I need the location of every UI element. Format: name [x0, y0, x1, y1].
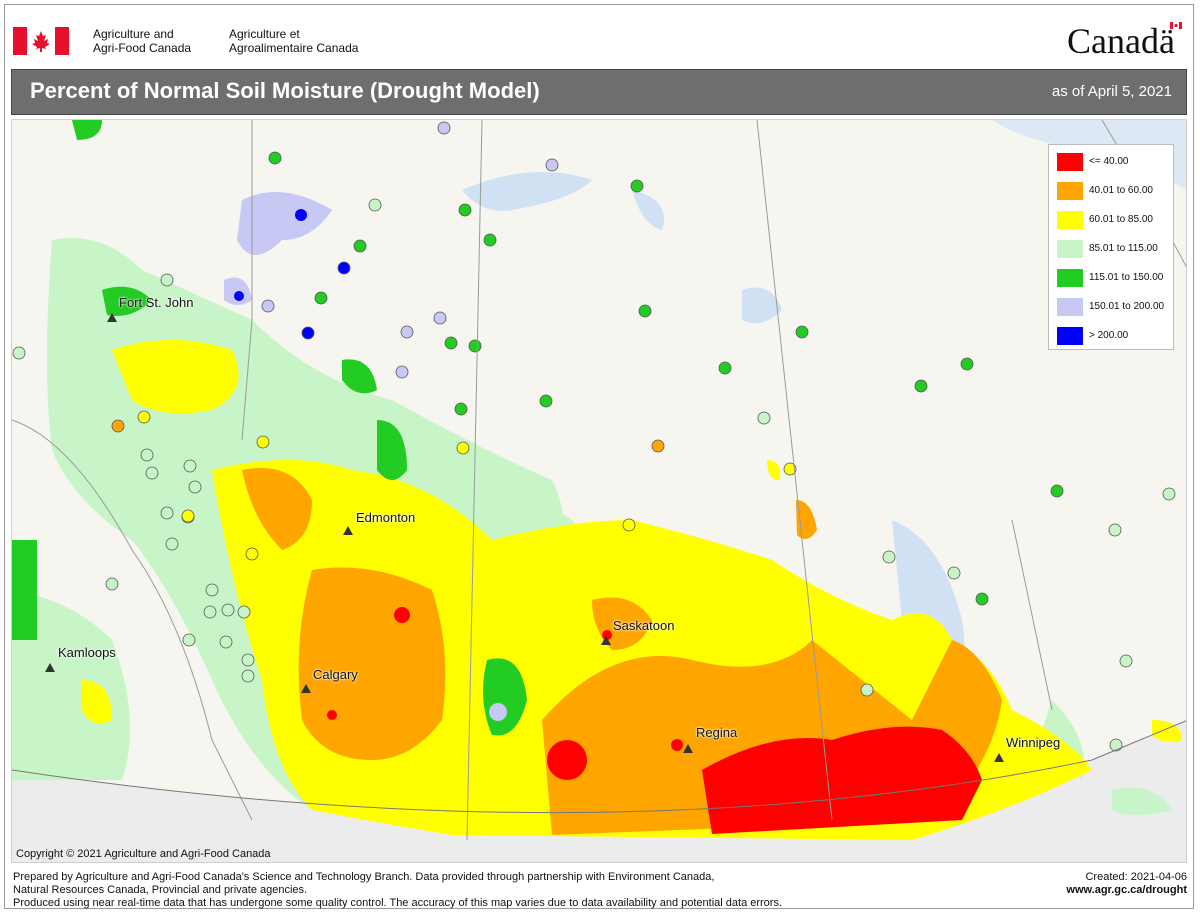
city-marker-icon: [683, 744, 693, 753]
legend-swatch: [1057, 240, 1083, 258]
drought-url-link[interactable]: www.agr.gc.ca/drought: [1066, 884, 1187, 897]
legend-label: 85.01 to 115.00: [1089, 243, 1158, 254]
city-marker-icon: [343, 526, 353, 535]
legend-item-7: > 200.00: [1057, 327, 1173, 345]
drought-url-text[interactable]: www.agr.gc.ca/drought: [1066, 884, 1187, 896]
footer-line-3: Produced using near real-time data that …: [13, 897, 783, 909]
city-marker-icon: [301, 684, 311, 693]
dept-en-line1: Agriculture and: [93, 27, 174, 41]
legend-item-5: 115.01 to 150.00: [1057, 269, 1173, 287]
legend-swatch: [1057, 269, 1083, 287]
city-label-winnipeg: Winnipeg: [1006, 735, 1061, 750]
city-label-kamloops: Kamloops: [58, 645, 116, 660]
header: Agriculture and Agri-Food Canada Agricul…: [5, 5, 1195, 65]
city-label-fort-st-john: Fort St. John: [119, 295, 194, 310]
city-label-edmonton: Edmonton: [356, 510, 416, 525]
soil-moisture-map: <= 40.00 40.01 to 60.00 60.01 to 85.00 8…: [11, 119, 1187, 863]
footer-line-1: Prepared by Agriculture and Agri-Food Ca…: [13, 871, 715, 883]
as-of-date: as of April 5, 2021: [1051, 83, 1172, 100]
map-canvas: [12, 120, 1186, 862]
legend-swatch: [1057, 153, 1083, 171]
legend-item-6: 150.01 to 200.00: [1057, 298, 1173, 316]
legend-item-4: 85.01 to 115.00: [1057, 240, 1173, 258]
legend-label: 150.01 to 200.00: [1089, 301, 1165, 312]
city-label-regina: Regina: [696, 725, 738, 740]
wordmark-text: Canadä: [1067, 21, 1175, 59]
city-label-calgary: Calgary: [313, 667, 358, 682]
legend-label: 60.01 to 85.00: [1089, 214, 1153, 225]
legend-item-2: 40.01 to 60.00: [1057, 182, 1173, 200]
canada-flag-icon: [13, 27, 69, 55]
dept-fr-line1: Agriculture et: [229, 27, 300, 41]
city-label-saskatoon: Saskatoon: [613, 618, 675, 633]
legend-label: > 200.00: [1089, 330, 1129, 341]
legend-label: <= 40.00: [1089, 156, 1129, 167]
legend-item-3: 60.01 to 85.00: [1057, 211, 1173, 229]
legend-item-1: <= 40.00: [1057, 153, 1173, 171]
map-copyright: Copyright © 2021 Agriculture and Agri-Fo…: [16, 848, 271, 860]
city-marker-icon: [994, 753, 1004, 762]
footer-line-2: Natural Resources Canada, Provincial and…: [13, 884, 308, 896]
legend-swatch: [1057, 182, 1083, 200]
legend-swatch: [1057, 298, 1083, 316]
legend-label: 40.01 to 60.00: [1089, 185, 1153, 196]
city-marker-icon: [107, 313, 117, 322]
city-marker-icon: [45, 663, 55, 672]
title-bar: Percent of Normal Soil Moisture (Drought…: [11, 69, 1187, 115]
department-name-english: Agriculture and Agri-Food Canada: [93, 27, 191, 55]
legend-label: 115.01 to 150.00: [1089, 272, 1164, 283]
legend-swatch: [1057, 327, 1083, 345]
map-legend: <= 40.00 40.01 to 60.00 60.01 to 85.00 8…: [1048, 144, 1174, 350]
page-frame: Agriculture and Agri-Food Canada Agricul…: [4, 4, 1194, 909]
dept-fr-line2: Agroalimentaire Canada: [229, 41, 359, 55]
created-date: Created: 2021-04-06: [1085, 871, 1187, 883]
map-title: Percent of Normal Soil Moisture (Drought…: [30, 78, 540, 103]
city-marker-icon: [601, 636, 611, 645]
dept-en-line2: Agri-Food Canada: [93, 41, 192, 55]
legend-swatch: [1057, 211, 1083, 229]
footer-meta: Created: 2021-04-06 www.agr.gc.ca/drough…: [1066, 871, 1187, 897]
footer-notes: Prepared by Agriculture and Agri-Food Ca…: [13, 871, 1189, 910]
canada-wordmark-logo: Canadä: [1067, 21, 1182, 59]
department-name-french: Agriculture et Agroalimentaire Canada: [229, 27, 358, 55]
